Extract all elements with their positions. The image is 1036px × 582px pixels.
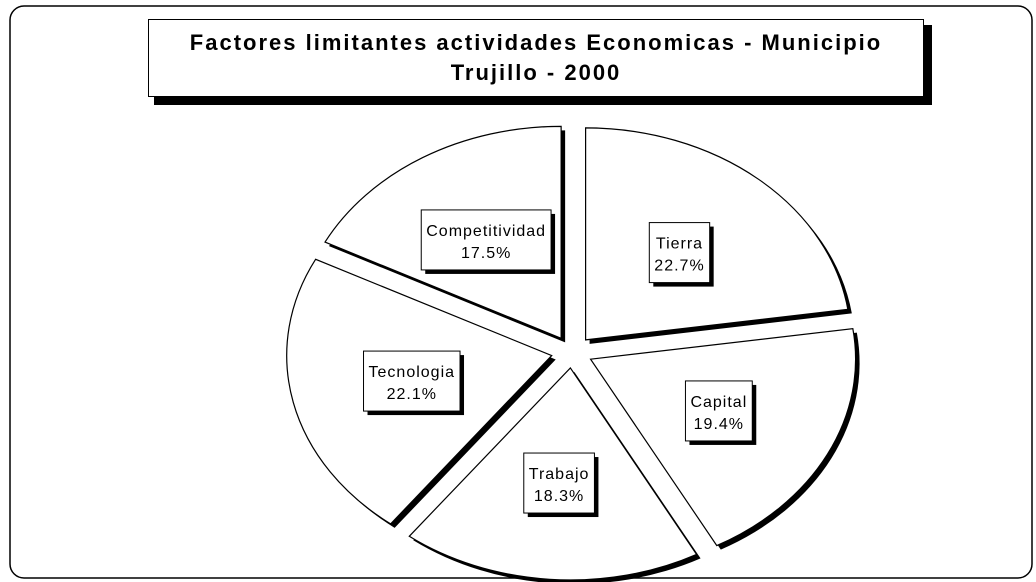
slice xyxy=(585,127,849,341)
data-label: Tierra 22.7% xyxy=(648,222,714,287)
label-box xyxy=(420,209,552,271)
value-label: 19.4% xyxy=(694,416,744,433)
label-box xyxy=(523,452,595,514)
category-label: Capital xyxy=(690,394,747,411)
label-box xyxy=(684,380,753,442)
data-label: Tecnologia 22.1% xyxy=(363,350,465,416)
category-label: Tierra xyxy=(656,236,703,253)
data-label: Trabajo 18.3% xyxy=(523,452,599,518)
value-label: 18.3% xyxy=(534,488,584,505)
label-box xyxy=(648,222,711,284)
category-label: Tecnologia xyxy=(369,364,456,381)
data-label: Competitividad 17.5% xyxy=(420,209,556,274)
chart-title: Factores limitantes actividades Economic… xyxy=(148,19,924,97)
value-label: 22.7% xyxy=(654,258,704,275)
label-box xyxy=(363,350,461,412)
data-label: Capital 19.4% xyxy=(684,380,757,445)
category-label: Trabajo xyxy=(529,466,590,483)
value-label: 17.5% xyxy=(461,245,511,262)
value-label: 22.1% xyxy=(387,386,437,403)
category-label: Competitividad xyxy=(426,223,546,240)
